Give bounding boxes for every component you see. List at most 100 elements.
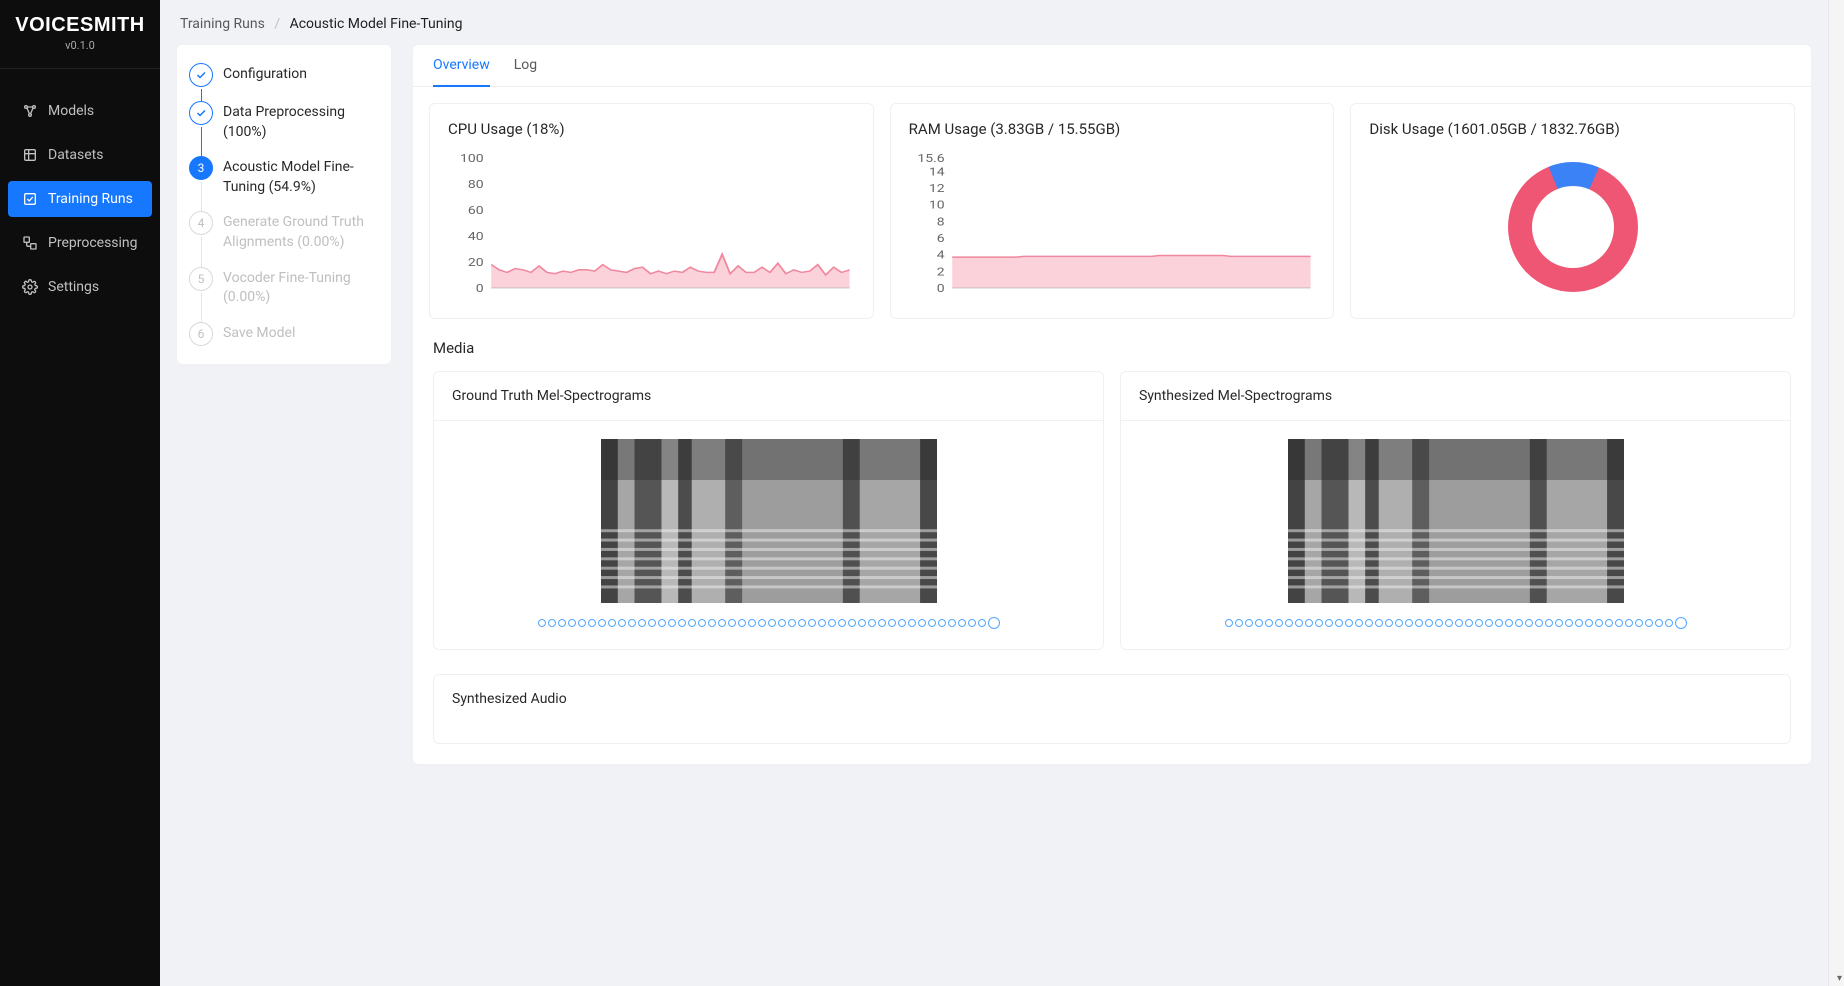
slider-step[interactable]: [718, 619, 726, 627]
slider-step[interactable]: [1435, 619, 1443, 627]
slider-step[interactable]: [1545, 619, 1553, 627]
slider-step[interactable]: [658, 619, 666, 627]
sidebar-item-training-runs[interactable]: Training Runs: [8, 181, 152, 217]
slider-step[interactable]: [868, 619, 876, 627]
slider-handle[interactable]: [988, 617, 1000, 629]
slider-step[interactable]: [1285, 619, 1293, 627]
breadcrumb-parent[interactable]: Training Runs: [180, 16, 265, 32]
slider-step[interactable]: [1635, 619, 1643, 627]
slider-step[interactable]: [588, 619, 596, 627]
sidebar-item-preprocessing[interactable]: Preprocessing: [8, 225, 152, 261]
slider-step[interactable]: [1415, 619, 1423, 627]
tab-overview[interactable]: Overview: [433, 57, 490, 87]
slider-step[interactable]: [878, 619, 886, 627]
slider-step[interactable]: [758, 619, 766, 627]
slider-step[interactable]: [978, 619, 986, 627]
slider-step[interactable]: [688, 619, 696, 627]
slider-step[interactable]: [1605, 619, 1613, 627]
slider-step[interactable]: [1385, 619, 1393, 627]
slider-step[interactable]: [1495, 619, 1503, 627]
slider-step[interactable]: [1275, 619, 1283, 627]
slider-step[interactable]: [1295, 619, 1303, 627]
slider-step[interactable]: [1335, 619, 1343, 627]
slider-step[interactable]: [678, 619, 686, 627]
slider-step[interactable]: [1575, 619, 1583, 627]
slider-step[interactable]: [1615, 619, 1623, 627]
sidebar-item-settings[interactable]: Settings: [8, 269, 152, 305]
slider-step[interactable]: [808, 619, 816, 627]
step-6[interactable]: 6Save Model: [189, 322, 379, 346]
slider-step[interactable]: [558, 619, 566, 627]
sidebar-item-models[interactable]: Models: [8, 93, 152, 129]
slider-step[interactable]: [1595, 619, 1603, 627]
step-1[interactable]: Configuration: [189, 63, 379, 101]
slider-step[interactable]: [1445, 619, 1453, 627]
slider-step[interactable]: [1305, 619, 1313, 627]
slider-step[interactable]: [928, 619, 936, 627]
slider-step[interactable]: [918, 619, 926, 627]
slider-step[interactable]: [1525, 619, 1533, 627]
slider-step[interactable]: [958, 619, 966, 627]
slider-step[interactable]: [778, 619, 786, 627]
synthesized-slider[interactable]: [1121, 613, 1790, 629]
slider-step[interactable]: [608, 619, 616, 627]
slider-step[interactable]: [598, 619, 606, 627]
slider-step[interactable]: [848, 619, 856, 627]
slider-step[interactable]: [788, 619, 796, 627]
slider-step[interactable]: [938, 619, 946, 627]
slider-step[interactable]: [1475, 619, 1483, 627]
slider-step[interactable]: [618, 619, 626, 627]
scrollbar-down-arrow[interactable]: ▾: [1837, 973, 1842, 984]
slider-step[interactable]: [1325, 619, 1333, 627]
slider-step[interactable]: [948, 619, 956, 627]
slider-step[interactable]: [1425, 619, 1433, 627]
slider-step[interactable]: [968, 619, 976, 627]
slider-step[interactable]: [568, 619, 576, 627]
slider-step[interactable]: [818, 619, 826, 627]
slider-step[interactable]: [1645, 619, 1653, 627]
slider-step[interactable]: [1405, 619, 1413, 627]
slider-step[interactable]: [698, 619, 706, 627]
slider-step[interactable]: [908, 619, 916, 627]
slider-step[interactable]: [1555, 619, 1563, 627]
slider-step[interactable]: [1465, 619, 1473, 627]
slider-step[interactable]: [828, 619, 836, 627]
window-scrollbar[interactable]: ▾: [1828, 0, 1844, 986]
slider-step[interactable]: [1245, 619, 1253, 627]
slider-step[interactable]: [1225, 619, 1233, 627]
sidebar-item-datasets[interactable]: Datasets: [8, 137, 152, 173]
step-3[interactable]: 3Acoustic Model Fine-Tuning (54.9%): [189, 156, 379, 211]
slider-step[interactable]: [888, 619, 896, 627]
slider-step[interactable]: [648, 619, 656, 627]
ground-truth-slider[interactable]: [434, 613, 1103, 629]
slider-step[interactable]: [638, 619, 646, 627]
step-5[interactable]: 5Vocoder Fine-Tuning (0.00%): [189, 267, 379, 322]
step-4[interactable]: 4Generate Ground Truth Alignments (0.00%…: [189, 211, 379, 266]
slider-step[interactable]: [1625, 619, 1633, 627]
slider-step[interactable]: [1255, 619, 1263, 627]
slider-step[interactable]: [898, 619, 906, 627]
slider-step[interactable]: [768, 619, 776, 627]
slider-step[interactable]: [708, 619, 716, 627]
slider-step[interactable]: [668, 619, 676, 627]
slider-step[interactable]: [1395, 619, 1403, 627]
slider-step[interactable]: [838, 619, 846, 627]
slider-step[interactable]: [548, 619, 556, 627]
slider-step[interactable]: [1655, 619, 1663, 627]
slider-step[interactable]: [1345, 619, 1353, 627]
slider-step[interactable]: [1505, 619, 1513, 627]
slider-step[interactable]: [1365, 619, 1373, 627]
slider-step[interactable]: [748, 619, 756, 627]
slider-step[interactable]: [538, 619, 546, 627]
slider-step[interactable]: [798, 619, 806, 627]
slider-step[interactable]: [1585, 619, 1593, 627]
slider-step[interactable]: [628, 619, 636, 627]
slider-step[interactable]: [858, 619, 866, 627]
slider-step[interactable]: [1355, 619, 1363, 627]
slider-step[interactable]: [1535, 619, 1543, 627]
tab-log[interactable]: Log: [514, 57, 537, 86]
slider-step[interactable]: [738, 619, 746, 627]
slider-step[interactable]: [1455, 619, 1463, 627]
step-2[interactable]: Data Preprocessing (100%): [189, 101, 379, 156]
slider-step[interactable]: [1375, 619, 1383, 627]
